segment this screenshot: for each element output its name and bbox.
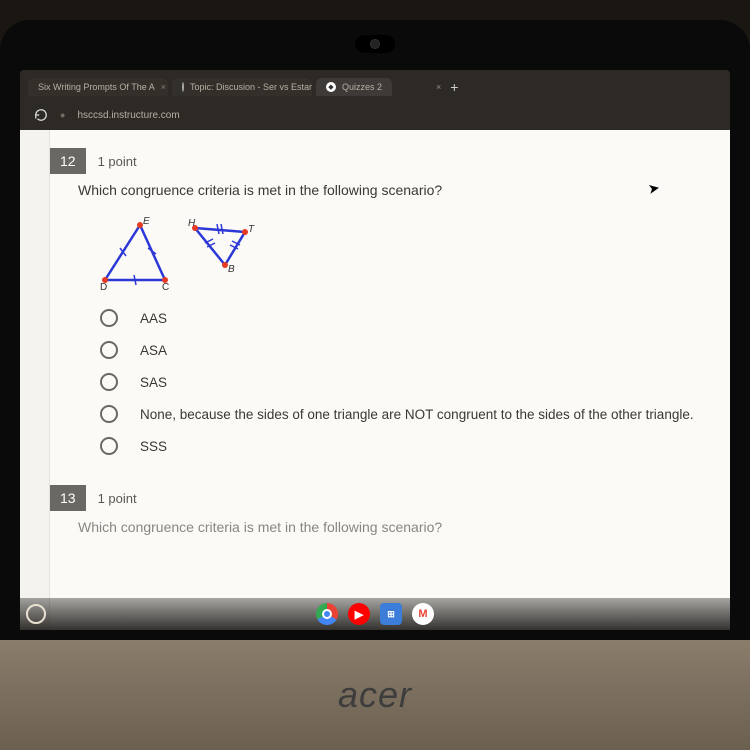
tab-bar: Six Writing Prompts Of The A × Topic: Di…: [28, 74, 722, 100]
tab-discusion[interactable]: Topic: Discusion - Ser vs Estar ×: [172, 78, 312, 96]
triangle-figure: D C E: [90, 210, 710, 295]
radio-icon[interactable]: [100, 437, 118, 455]
question-text: Which congruence criteria is met in the …: [78, 182, 710, 198]
option-label: SAS: [140, 375, 167, 390]
triangle-htb: H T B: [188, 218, 255, 275]
webcam: [355, 35, 395, 53]
svg-text:C: C: [162, 282, 169, 290]
triangle-dce: D C E: [100, 216, 169, 290]
tab-writing-prompts[interactable]: Six Writing Prompts Of The A ×: [28, 78, 168, 96]
question-number: 13: [50, 485, 86, 511]
tab-favicon: ◆: [326, 82, 336, 92]
option-asa[interactable]: ASA: [100, 341, 710, 359]
youtube-icon[interactable]: ▶: [348, 603, 370, 625]
svg-text:E: E: [143, 216, 150, 227]
svg-text:H: H: [188, 218, 196, 229]
new-tab-button[interactable]: +: [445, 78, 463, 96]
webcam-lens: [370, 39, 380, 49]
answer-options: AAS ASA SAS None, because the sides: [100, 309, 710, 455]
question-12: 12 1 point Which congruence criteria is …: [50, 148, 710, 455]
tab-quizzes[interactable]: ◆ Quizzes 2: [316, 78, 392, 96]
left-rail: [20, 130, 50, 630]
close-icon[interactable]: ×: [161, 82, 166, 92]
browser-chrome: Six Writing Prompts Of The A × Topic: Di…: [20, 70, 730, 130]
option-label: None, because the sides of one triangle …: [140, 407, 694, 422]
svg-text:B: B: [228, 264, 235, 275]
question-points: 1 point: [98, 491, 137, 506]
brand-logo: acer: [338, 674, 412, 716]
radio-icon[interactable]: [100, 341, 118, 359]
question-header: 13 1 point: [50, 485, 710, 511]
tab-label: Topic: Discusion - Ser vs Estar: [190, 82, 312, 92]
tab-favicon: [182, 82, 184, 92]
option-sss[interactable]: SSS: [100, 437, 710, 455]
question-points: 1 point: [98, 154, 137, 169]
taskbar: ▶ ⊞ M: [20, 598, 730, 630]
reload-icon[interactable]: [34, 108, 48, 122]
url-bar: ● hsccsd.instructure.com: [28, 100, 722, 130]
option-label: ASA: [140, 343, 167, 358]
screen: Six Writing Prompts Of The A × Topic: Di…: [20, 70, 730, 630]
close-active-icon[interactable]: ×: [436, 82, 441, 92]
option-aas[interactable]: AAS: [100, 309, 710, 327]
option-label: AAS: [140, 311, 167, 326]
app-icon[interactable]: ⊞: [380, 603, 402, 625]
laptop-frame: Six Writing Prompts Of The A × Topic: Di…: [0, 20, 750, 660]
quiz-content: ➤ 12 1 point Which congruence criteria i…: [50, 130, 730, 630]
radio-icon[interactable]: [100, 309, 118, 327]
laptop-base: acer: [0, 640, 750, 750]
radio-icon[interactable]: [100, 405, 118, 423]
option-none[interactable]: None, because the sides of one triangle …: [100, 405, 710, 423]
option-sas[interactable]: SAS: [100, 373, 710, 391]
question-text: Which congruence criteria is met in the …: [78, 519, 710, 535]
ssl-icon: ●: [60, 110, 65, 120]
option-label: SSS: [140, 439, 167, 454]
tab-label: Quizzes 2: [342, 82, 382, 92]
radio-icon[interactable]: [100, 373, 118, 391]
page-content: ➤ 12 1 point Which congruence criteria i…: [20, 130, 730, 630]
question-13: 13 1 point Which congruence criteria is …: [50, 485, 710, 535]
svg-text:T: T: [248, 224, 255, 235]
chrome-icon[interactable]: [316, 603, 338, 625]
svg-text:D: D: [100, 282, 107, 290]
question-number: 12: [50, 148, 86, 174]
gmail-icon[interactable]: M: [412, 603, 434, 625]
launcher-icon[interactable]: [26, 604, 46, 624]
url-text[interactable]: hsccsd.instructure.com: [77, 110, 179, 121]
tab-label: Six Writing Prompts Of The A: [38, 82, 155, 92]
question-header: 12 1 point: [50, 148, 710, 174]
